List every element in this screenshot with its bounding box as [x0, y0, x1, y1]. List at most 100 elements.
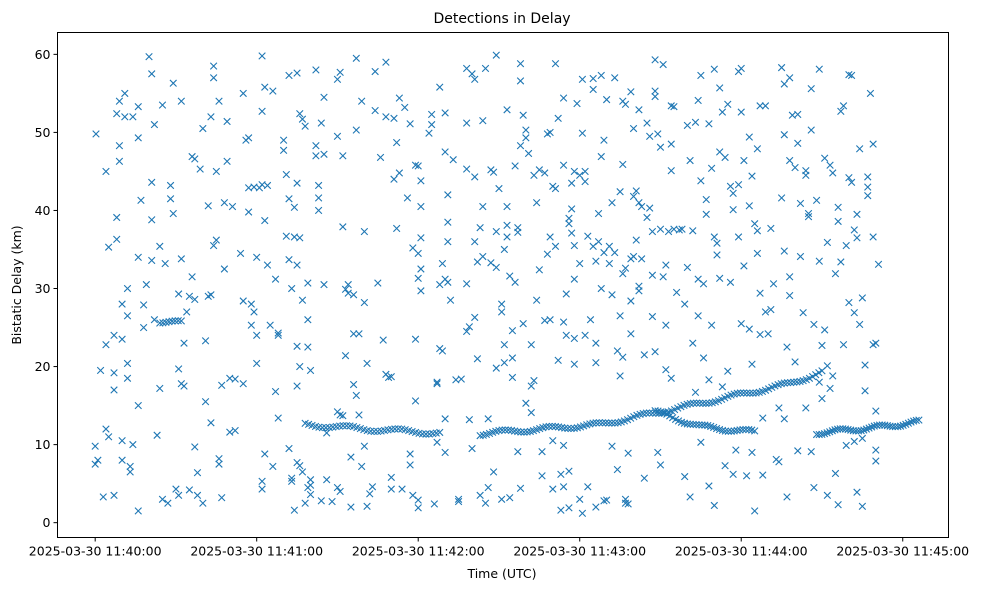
data-point: [812, 196, 821, 205]
data-point-track-c: [730, 427, 738, 435]
data-point: [740, 156, 748, 165]
data-point: [417, 287, 425, 295]
data-point: [592, 339, 600, 347]
data-point: [756, 289, 764, 297]
data-point: [527, 341, 535, 349]
data-point: [705, 376, 713, 384]
data-point: [236, 249, 245, 258]
data-point: [417, 177, 425, 185]
data-point: [503, 221, 511, 229]
data-point: [411, 161, 420, 169]
data-point: [619, 269, 627, 278]
data-point: [218, 494, 226, 502]
plot-marks: [91, 51, 923, 517]
data-point: [444, 278, 452, 286]
data-point: [732, 446, 740, 454]
data-point: [328, 497, 336, 506]
data-point: [158, 495, 167, 503]
data-point: [807, 85, 815, 93]
data-point: [204, 202, 212, 210]
data-point: [794, 110, 802, 119]
data-point: [514, 447, 522, 456]
data-point: [134, 401, 142, 410]
data-point: [791, 163, 799, 172]
data-point: [476, 223, 484, 232]
data-point-track-d: [915, 416, 923, 424]
data-point-track-a: [373, 427, 382, 436]
data-point: [371, 67, 379, 76]
data-point: [767, 224, 775, 233]
data-point-track-c: [680, 419, 689, 427]
data-point: [479, 202, 487, 211]
data-point-track-b: [601, 419, 610, 427]
data-point: [266, 321, 274, 329]
data-point: [148, 256, 156, 265]
data-point: [619, 353, 627, 361]
data-point: [716, 274, 724, 283]
data-point-track-b: [639, 409, 647, 418]
data-point: [479, 117, 487, 125]
data-point: [799, 309, 807, 317]
data-point: [306, 490, 315, 499]
data-point: [516, 141, 525, 150]
data-point-track-b: [790, 378, 798, 386]
data-point: [274, 414, 282, 422]
data-point-track-b: [746, 389, 754, 397]
data-point: [366, 490, 374, 498]
data-point: [506, 272, 514, 280]
data-point: [581, 177, 589, 186]
data-point: [484, 483, 492, 492]
data-point: [818, 394, 826, 403]
data-point: [142, 280, 151, 289]
data-point-track-b: [551, 422, 560, 431]
data-point: [406, 120, 414, 128]
data-point: [306, 476, 315, 484]
data-point: [621, 100, 630, 108]
data-point: [392, 138, 401, 147]
data-point: [815, 378, 823, 386]
data-point: [592, 257, 600, 265]
data-point: [226, 428, 234, 436]
data-point: [845, 70, 853, 79]
data-point: [191, 155, 199, 163]
data-point: [869, 233, 877, 241]
data-point-track-b: [786, 378, 795, 387]
data-point: [347, 453, 355, 461]
data-point: [333, 132, 342, 140]
data-point: [296, 234, 304, 242]
data-point: [481, 64, 490, 73]
data-point: [853, 234, 861, 242]
data-point: [791, 358, 799, 366]
data-point: [686, 493, 694, 501]
data-point: [570, 275, 579, 283]
x-axis-label: Time (UTC): [466, 566, 536, 581]
data-point: [285, 255, 293, 264]
data-point: [444, 218, 452, 226]
data-point-track-b: [501, 426, 509, 434]
data-point: [115, 97, 124, 105]
data-point: [258, 477, 266, 485]
data-point: [371, 106, 379, 115]
data-point: [304, 343, 312, 351]
data-point-track-c: [698, 421, 706, 429]
data-point: [646, 204, 654, 212]
data-point: [855, 145, 864, 153]
data-point: [212, 167, 221, 176]
data-point-track-a: [370, 427, 378, 436]
data-point-track-b: [561, 424, 569, 432]
data-point: [613, 347, 622, 355]
data-point: [390, 114, 398, 123]
data-point: [745, 133, 753, 141]
x-axis: 2025-03-30 11:40:00 2025-03-30 11:41:00 20…: [29, 537, 969, 559]
data-point: [616, 372, 624, 380]
data-point: [462, 327, 471, 336]
data-point: [506, 494, 514, 502]
data-point: [716, 84, 724, 92]
data-point: [134, 507, 142, 515]
data-point: [570, 167, 579, 176]
data-point: [436, 83, 444, 91]
data-point-cluster: [156, 319, 164, 327]
data-point: [508, 373, 517, 382]
data-point: [662, 365, 670, 374]
